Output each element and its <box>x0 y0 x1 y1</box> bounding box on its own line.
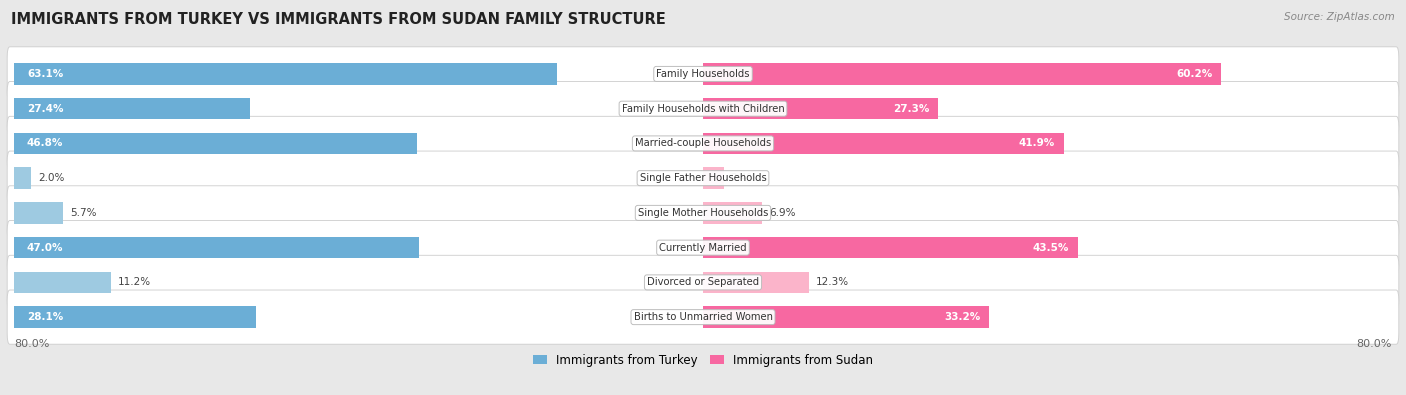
Text: 63.1%: 63.1% <box>27 69 63 79</box>
Bar <box>703 98 938 119</box>
FancyBboxPatch shape <box>7 116 1399 171</box>
FancyBboxPatch shape <box>7 47 1399 101</box>
Text: Currently Married: Currently Married <box>659 243 747 253</box>
Text: Married-couple Households: Married-couple Households <box>636 138 770 149</box>
Text: 60.2%: 60.2% <box>1177 69 1213 79</box>
Text: Single Mother Households: Single Mother Households <box>638 208 768 218</box>
Legend: Immigrants from Turkey, Immigrants from Sudan: Immigrants from Turkey, Immigrants from … <box>527 349 879 371</box>
Text: IMMIGRANTS FROM TURKEY VS IMMIGRANTS FROM SUDAN FAMILY STRUCTURE: IMMIGRANTS FROM TURKEY VS IMMIGRANTS FRO… <box>11 12 666 27</box>
Text: 27.3%: 27.3% <box>893 103 929 114</box>
Text: Divorced or Separated: Divorced or Separated <box>647 277 759 288</box>
FancyBboxPatch shape <box>7 186 1399 240</box>
Bar <box>703 167 724 189</box>
Text: 46.8%: 46.8% <box>27 138 63 149</box>
Bar <box>703 237 1077 258</box>
Text: 43.5%: 43.5% <box>1032 243 1069 253</box>
FancyBboxPatch shape <box>7 255 1399 309</box>
Text: 11.2%: 11.2% <box>117 277 150 288</box>
Bar <box>14 237 419 258</box>
Bar <box>14 133 418 154</box>
Text: 27.4%: 27.4% <box>27 103 63 114</box>
FancyBboxPatch shape <box>7 220 1399 275</box>
FancyBboxPatch shape <box>7 290 1399 344</box>
Text: 6.9%: 6.9% <box>769 208 796 218</box>
Bar <box>14 307 256 328</box>
Bar <box>14 98 250 119</box>
Text: Single Father Households: Single Father Households <box>640 173 766 183</box>
Bar <box>703 133 1064 154</box>
Text: 2.0%: 2.0% <box>38 173 65 183</box>
Text: 2.4%: 2.4% <box>731 173 756 183</box>
Text: 80.0%: 80.0% <box>14 339 49 349</box>
Text: Family Households: Family Households <box>657 69 749 79</box>
Bar <box>14 167 31 189</box>
Bar <box>703 307 988 328</box>
Text: Family Households with Children: Family Households with Children <box>621 103 785 114</box>
Text: 28.1%: 28.1% <box>27 312 63 322</box>
Text: 33.2%: 33.2% <box>943 312 980 322</box>
FancyBboxPatch shape <box>7 151 1399 205</box>
Bar <box>703 202 762 224</box>
FancyBboxPatch shape <box>7 82 1399 136</box>
Text: Births to Unmarried Women: Births to Unmarried Women <box>634 312 772 322</box>
Bar <box>14 202 63 224</box>
Text: 41.9%: 41.9% <box>1019 138 1056 149</box>
Bar <box>14 63 557 85</box>
Bar <box>703 272 808 293</box>
Bar <box>703 63 1222 85</box>
Bar <box>14 272 111 293</box>
Text: 80.0%: 80.0% <box>1357 339 1392 349</box>
Text: Source: ZipAtlas.com: Source: ZipAtlas.com <box>1284 12 1395 22</box>
Text: 12.3%: 12.3% <box>815 277 849 288</box>
Text: 47.0%: 47.0% <box>27 243 63 253</box>
Text: 5.7%: 5.7% <box>70 208 97 218</box>
